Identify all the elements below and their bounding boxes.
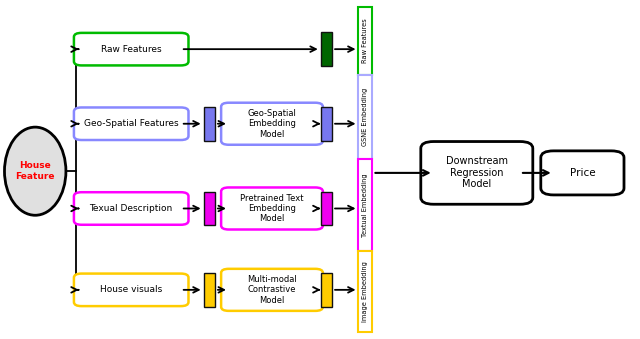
Bar [204,107,215,141]
Bar [321,107,332,141]
Text: Raw Features: Raw Features [101,45,161,54]
FancyBboxPatch shape [74,192,188,225]
Bar [321,273,332,307]
FancyBboxPatch shape [541,151,624,195]
FancyBboxPatch shape [74,107,188,140]
Text: Raw Features: Raw Features [362,18,369,63]
Bar [204,273,215,307]
FancyBboxPatch shape [221,103,323,145]
Bar [204,192,215,225]
Text: Geo-Spatial
Embedding
Model: Geo-Spatial Embedding Model [248,109,296,139]
FancyBboxPatch shape [421,142,532,204]
Bar [358,7,372,75]
Text: Textual Embedding: Textual Embedding [362,173,369,237]
FancyBboxPatch shape [74,274,188,306]
FancyBboxPatch shape [221,187,323,230]
Text: House
Feature: House Feature [15,161,55,181]
FancyBboxPatch shape [221,269,323,311]
Text: Texual Description: Texual Description [90,204,173,213]
FancyBboxPatch shape [74,33,188,65]
Text: Pretrained Text
Embedding
Model: Pretrained Text Embedding Model [240,194,304,223]
Text: Multi-modal
Contrastive
Model: Multi-modal Contrastive Model [247,275,297,305]
Bar [321,192,332,225]
Text: GSNE Embedding: GSNE Embedding [362,88,369,146]
Text: Price: Price [570,168,595,178]
Bar [321,32,332,66]
Text: Downstream
Regression
Model: Downstream Regression Model [446,156,508,190]
Bar [358,75,372,159]
Bar [358,251,372,332]
Text: House visuals: House visuals [100,285,163,294]
Bar [358,159,372,251]
Text: Image Embedding: Image Embedding [362,261,369,322]
Text: Geo-Spatial Features: Geo-Spatial Features [84,119,179,128]
Ellipse shape [4,127,66,215]
